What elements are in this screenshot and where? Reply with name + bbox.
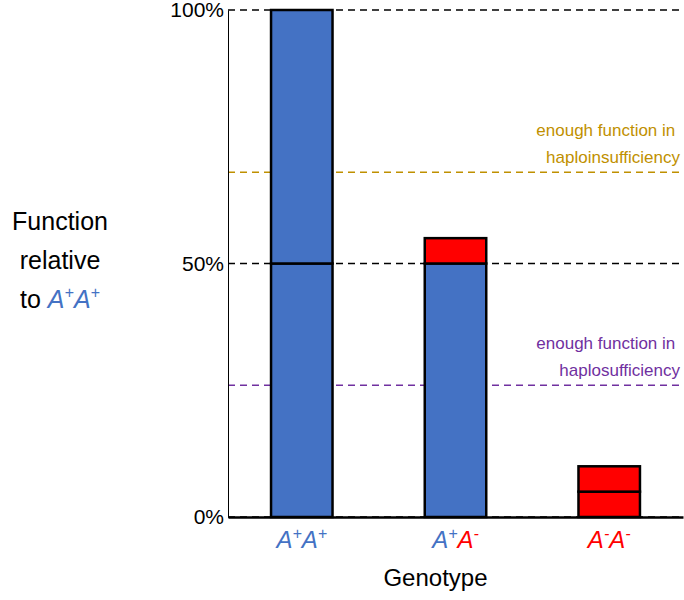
y-tick-label: 100% [170,0,224,21]
x-axis-line [229,516,684,519]
allele-sign: - [474,525,479,542]
x-axis-title: Genotype [383,564,487,591]
x-tick-label: A-A- [586,525,631,553]
grid [228,10,683,517]
allele-letter: A [274,526,292,553]
allele-letter: A [46,285,65,313]
threshold-label-line: haplosufficiency [559,361,680,380]
y-axis-line [228,11,229,518]
y-tick: 0% [194,505,228,528]
bar-segment [578,466,639,491]
bar-segment [425,264,486,518]
threshold-label-line: enough function in [536,334,680,353]
y-title-genotype: A+A+ [46,284,100,313]
x-tick: A-A- [586,525,631,553]
threshold-label: enough function in haploinsufficiency [536,121,680,167]
allele-letter: A [607,526,625,553]
threshold-label: enough function in haplosufficiency [536,334,680,380]
x-tick-label: A+A- [430,525,479,553]
grid-line [228,516,683,518]
y-tick: 100% [170,0,228,21]
y-tick: 50% [182,252,228,275]
x-tick-label: A+A+ [274,525,327,553]
bar-segment [578,492,639,517]
threshold-label-line: enough function in [536,121,680,140]
allele-sign: + [318,525,327,542]
allele-sign: + [65,284,74,301]
allele-letter: A [586,526,604,553]
allele-sign: - [625,525,630,542]
y-tick-label: 0% [194,505,224,528]
x-axis: A+A+A+A-A-A- [229,518,684,554]
bar-segment [271,264,332,518]
y-tick-label: 50% [182,252,224,275]
allele-letter: A [300,526,318,553]
bars [271,10,640,517]
x-tick: A+A+ [274,525,327,553]
x-tick: A+A- [430,525,479,553]
bar-segment [271,10,332,264]
allele-sign: + [91,284,100,301]
threshold-label-line: haploinsufficiency [546,148,680,167]
chart: 0%50%100%A+A+A+A-A-A-GenotypeFunctionrel… [0,0,684,600]
y-title-word: to [20,285,48,313]
allele-letter: A [456,526,474,553]
y-axis-title: Functionrelativeto A+A+ [12,207,108,313]
y-title-word: Function [12,207,108,235]
bar-segment [425,238,486,263]
allele-letter: A [72,285,91,313]
allele-sign: + [448,525,457,542]
y-axis: 0% 50% 100% [170,0,228,528]
allele-letter: A [430,526,448,553]
allele-sign: + [292,525,301,542]
y-title-word: relative [20,246,101,274]
